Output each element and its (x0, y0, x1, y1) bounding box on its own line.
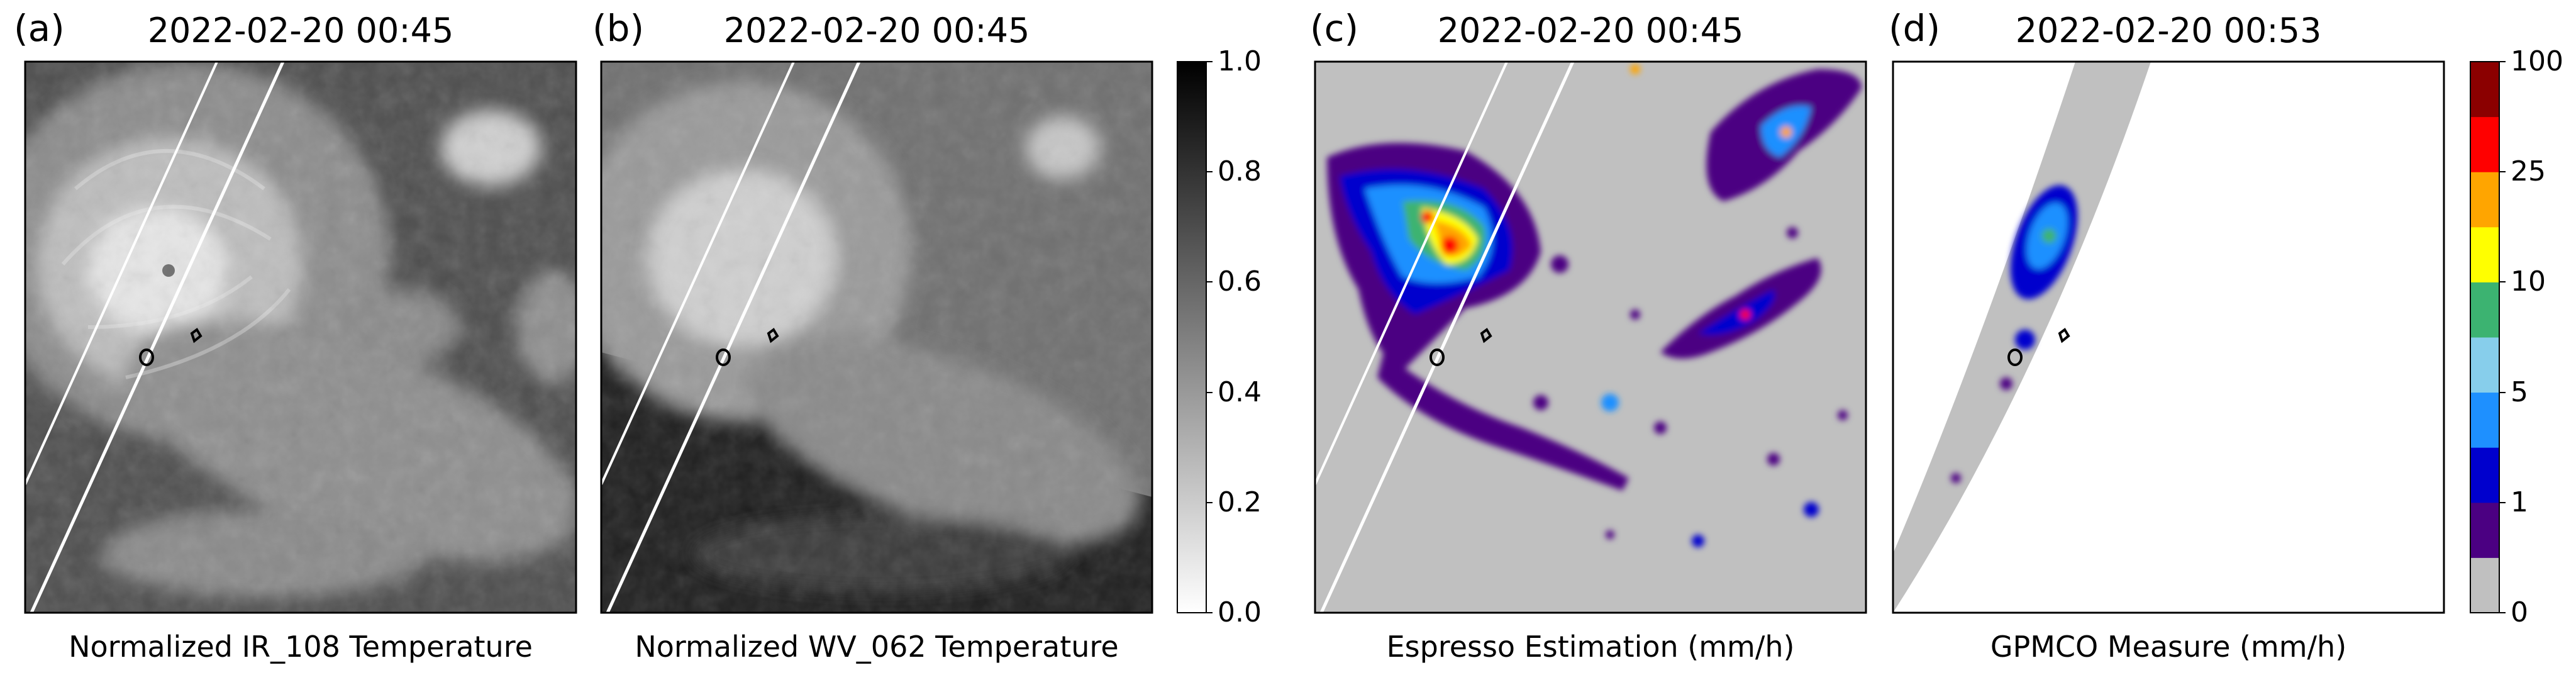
panel-title-b: 2022-02-20 00:45 (723, 11, 1030, 50)
colorbar-rain-level (2470, 502, 2499, 558)
panel-a-image (25, 62, 576, 613)
panel-title-a: 2022-02-20 00:45 (147, 11, 454, 50)
colorbar-gray-tick-label: 0.0 (1218, 596, 1262, 628)
colorbar-rain-level (2470, 557, 2499, 613)
colorbar-gray-tick-label: 0.8 (1218, 155, 1262, 187)
panel-label-d: GPMCO Measure (mm/h) (1990, 630, 2347, 664)
colorbar-rain-level (2470, 447, 2499, 503)
panel-label-b: Normalized WV_062 Temperature (635, 630, 1119, 664)
panel-letter-c: (c) (1310, 7, 1359, 50)
panel-d-frame (1892, 60, 2445, 614)
colorbar-rain-tick-label: 1 (2511, 486, 2528, 518)
colorbar-gray-tick-label: 0.6 (1218, 265, 1262, 298)
colorbar-rain-level (2470, 337, 2499, 393)
colorbar-gray-tick-label: 0.4 (1218, 376, 1262, 408)
colorbar-rain-level (2470, 62, 2499, 118)
panel-b-image (601, 62, 1152, 613)
colorbar-rain-ticks (2499, 61, 2506, 613)
colorbar-rain-tick-label: 5 (2511, 376, 2528, 408)
panel-title-d: 2022-02-20 00:53 (2015, 11, 2322, 50)
colorbar-rain-level (2470, 116, 2499, 172)
colorbar-gray-ticks (1206, 61, 1213, 613)
colorbar-rain-tick-label: 25 (2511, 155, 2546, 187)
colorbar-rain-tick-label: 100 (2511, 45, 2563, 77)
panel-c-image (1315, 62, 1866, 613)
panel-d-image (1893, 62, 2444, 613)
panel-b-frame (600, 60, 1153, 614)
colorbar-gray-tick-label: 0.2 (1218, 486, 1262, 518)
panel-c-frame (1314, 60, 1867, 614)
colorbar-gray-tick-label: 1.0 (1218, 45, 1262, 77)
panel-label-c: Espresso Estimation (mm/h) (1386, 630, 1795, 664)
colorbar-rain-tick-label: 0 (2511, 596, 2528, 628)
panel-title-c: 2022-02-20 00:45 (1437, 11, 1744, 50)
panel-a-frame (24, 60, 577, 614)
panel-letter-d: (d) (1889, 7, 1941, 50)
colorbar-rain-level (2470, 226, 2499, 282)
panel-letter-b: (b) (592, 7, 645, 50)
colorbar-rain-level (2470, 172, 2499, 228)
colorbar-rain-level (2470, 282, 2499, 338)
colorbar-rain-tick-label: 10 (2511, 265, 2546, 298)
colorbar-rain-level (2470, 392, 2499, 448)
colorbar-rain-frame (2470, 61, 2500, 613)
colorbar-rain (2470, 61, 2500, 613)
panel-label-a: Normalized IR_108 Temperature (69, 630, 533, 664)
panel-letter-a: (a) (14, 7, 65, 50)
colorbar-gray (1177, 61, 1207, 613)
